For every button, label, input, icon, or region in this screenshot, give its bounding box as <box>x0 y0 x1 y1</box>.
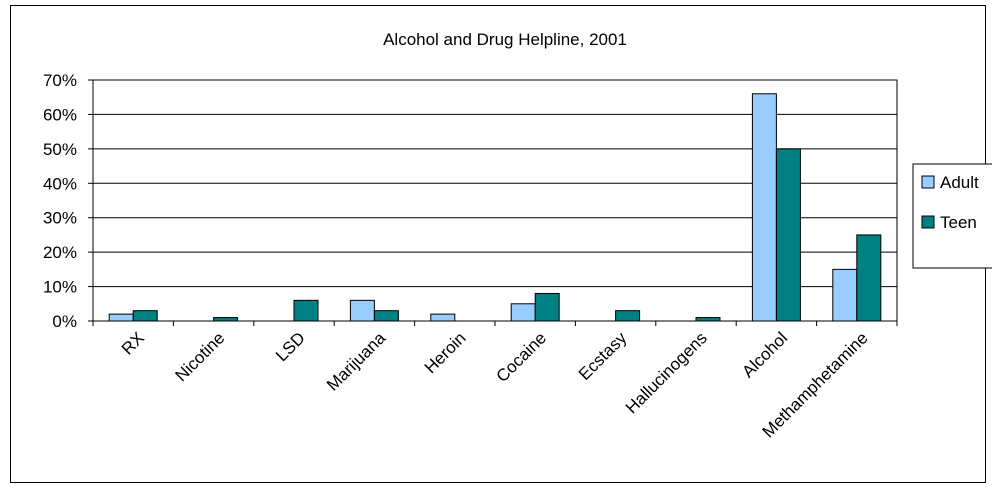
x-tick-label: Marijuana <box>323 328 390 395</box>
x-tick-label: Cocaine <box>492 328 550 386</box>
x-tick-label: LSD <box>272 328 309 365</box>
bar <box>293 299 319 322</box>
bar <box>213 317 239 322</box>
y-tick-label: 20% <box>43 243 77 262</box>
x-axis-labels: RX Nicotine LSD Marijuana Heroin Cocaine Ecsta… <box>92 321 898 441</box>
y-tick-label: 0% <box>52 312 77 331</box>
plot-area-border <box>92 79 898 322</box>
x-tick-label: Alcohol <box>738 328 791 381</box>
bar <box>349 299 375 322</box>
x-tick-label: Hallucinogens <box>622 328 711 417</box>
bar <box>510 303 536 322</box>
legend: Adult Teen <box>912 163 992 269</box>
y-axis-ticks: 0% 10% 20% 30% 40% 50% 60% 70% <box>43 71 93 331</box>
bar <box>856 234 882 322</box>
y-tick-label: 30% <box>43 209 77 228</box>
x-tick-label: Ecstasy <box>575 328 631 384</box>
bar <box>695 317 721 322</box>
x-tick-label: RX <box>118 328 148 358</box>
y-tick-label: 70% <box>43 71 77 90</box>
y-tick-label: 10% <box>43 278 77 297</box>
legend-swatch <box>921 175 935 189</box>
chart-title: Alcohol and Drug Helpline, 2001 <box>383 30 627 49</box>
legend-label: Teen <box>940 213 977 232</box>
axes <box>92 79 898 322</box>
bar <box>430 313 456 322</box>
bars <box>108 93 882 322</box>
bar <box>615 310 641 322</box>
bar <box>751 93 777 322</box>
x-tick-label: Nicotine <box>172 328 229 385</box>
chart-frame <box>10 5 986 483</box>
bar <box>832 268 858 322</box>
bar <box>534 292 560 322</box>
legend-swatch <box>921 215 935 229</box>
bar <box>373 310 399 322</box>
y-tick-label: 60% <box>43 105 77 124</box>
y-tick-label: 50% <box>43 140 77 159</box>
bar <box>775 148 801 322</box>
bar <box>132 310 158 322</box>
legend-label: Adult <box>940 173 979 192</box>
y-tick-label: 40% <box>43 174 77 193</box>
x-tick-label: Heroin <box>421 328 470 377</box>
bar <box>108 313 134 322</box>
